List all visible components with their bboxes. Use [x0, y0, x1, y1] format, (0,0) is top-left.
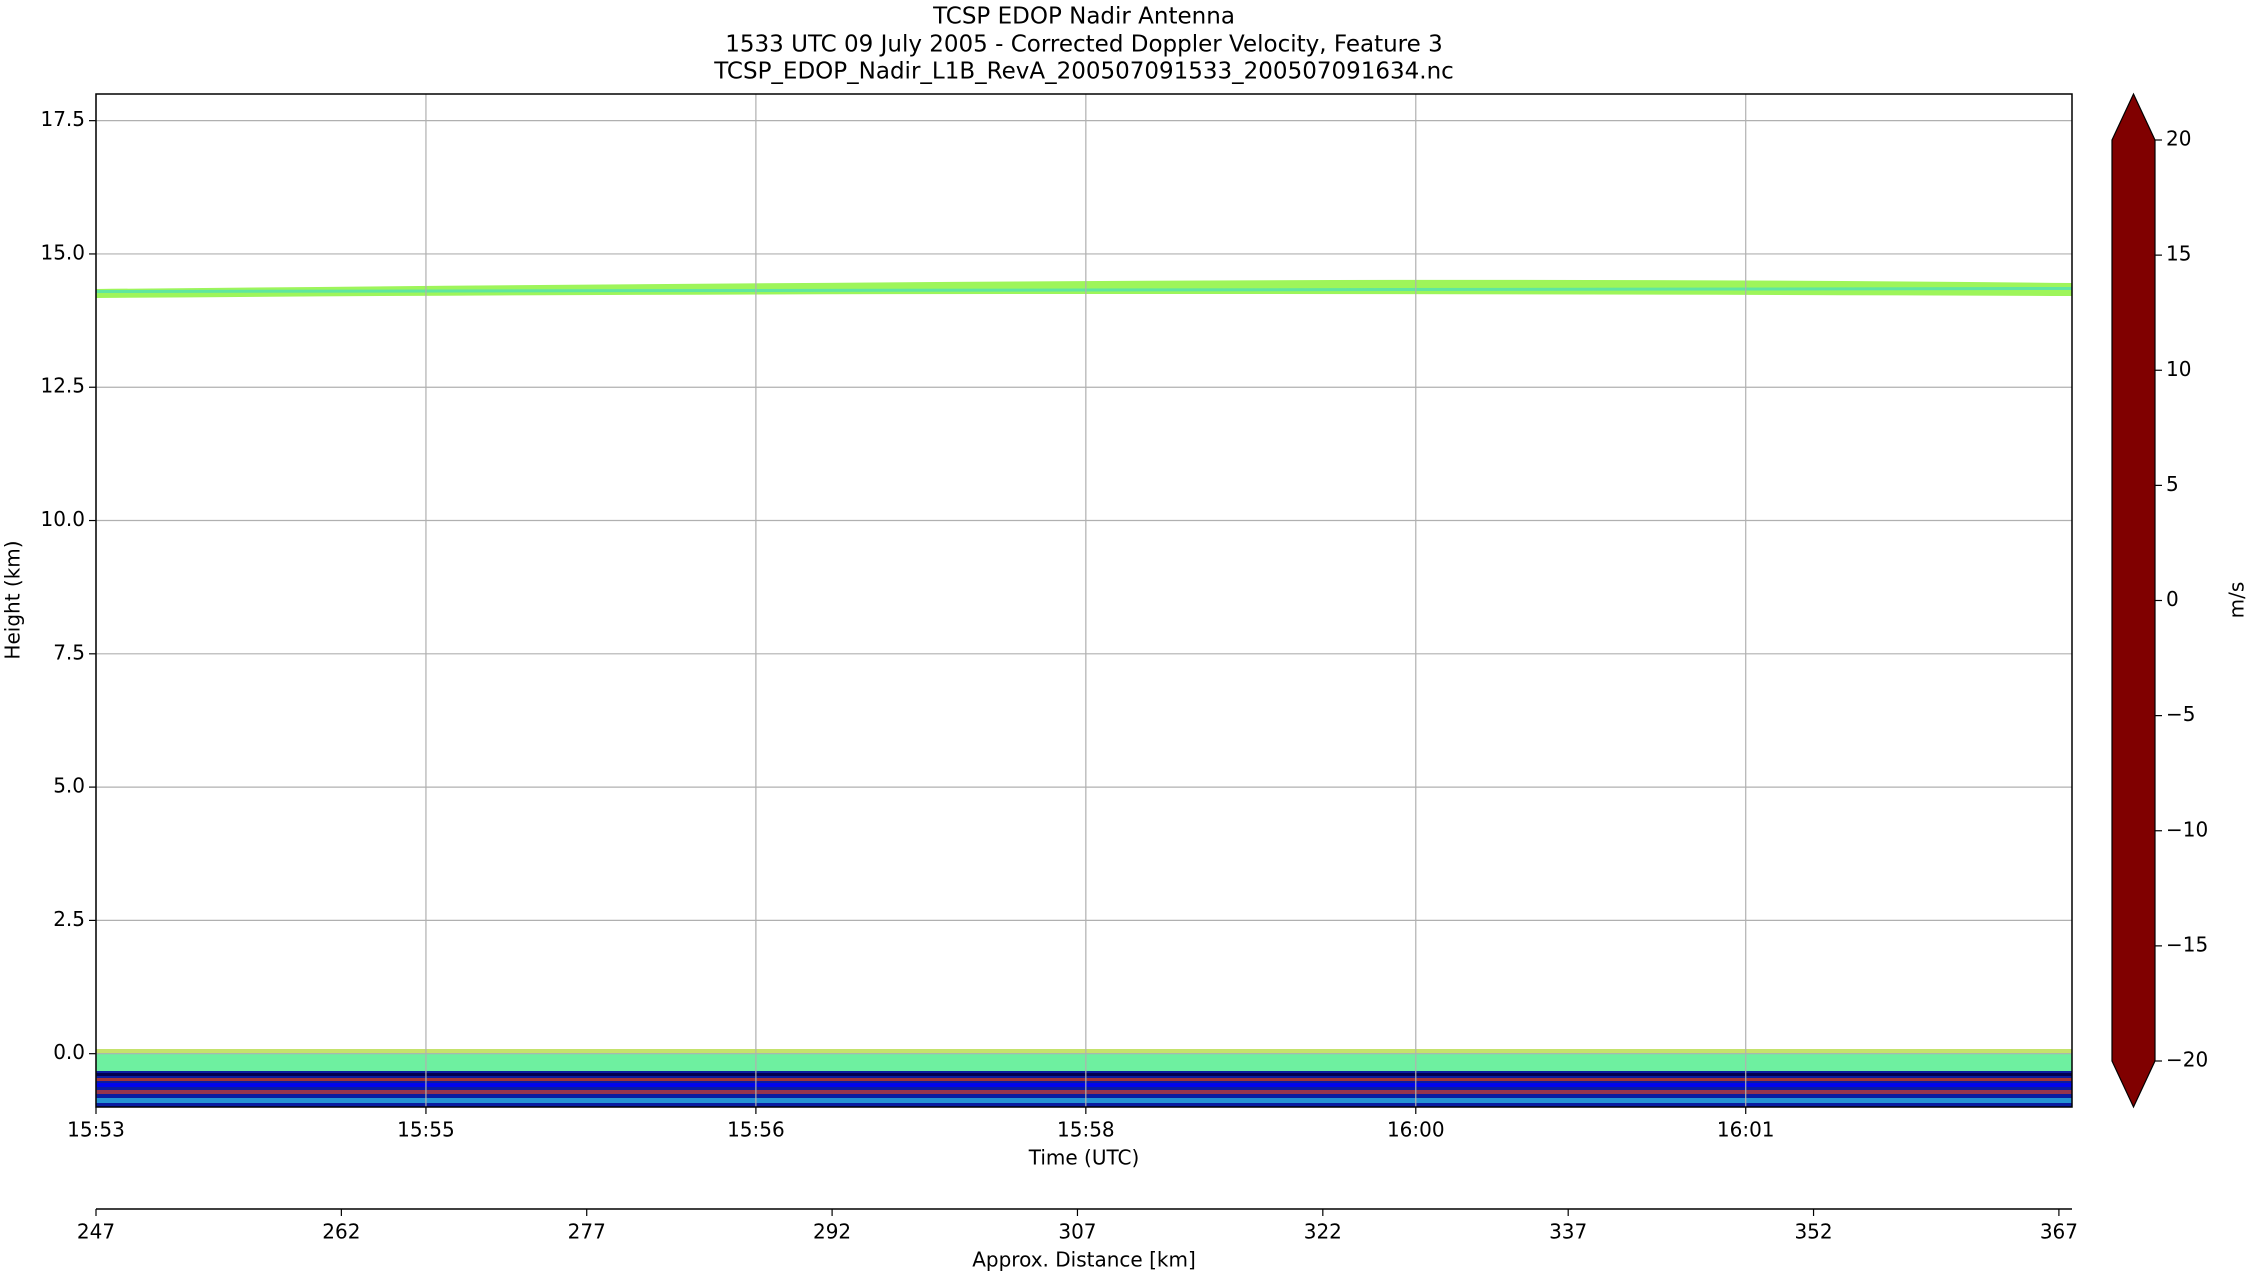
colorbar-tick-label: −5: [2166, 702, 2195, 726]
title-line: TCSP EDOP Nadir Antenna: [932, 4, 1235, 30]
x-tick-label: 16:00: [1387, 1118, 1445, 1142]
colorbar-tick-label: 20: [2166, 127, 2191, 151]
colorbar-label: m/s: [2225, 582, 2249, 619]
y-axis-label: Height (km): [1, 540, 25, 659]
surface-band: [96, 1078, 2072, 1081]
surface-band: [96, 1083, 2072, 1087]
title-line: TCSP_EDOP_Nadir_L1B_RevA_200507091533_20…: [713, 59, 1454, 85]
x-tick-label: 15:53: [67, 1118, 125, 1142]
y-tick-label: 12.5: [40, 374, 85, 398]
x-tick-label: 15:58: [1057, 1118, 1115, 1142]
radar-image: [96, 279, 2072, 1107]
colorbar-tick-label: 5: [2166, 472, 2179, 496]
x2-axis-label: Approx. Distance [km]: [972, 1248, 1196, 1272]
x2-tick-label: 277: [568, 1220, 606, 1244]
surface-band: [96, 1090, 2072, 1094]
x-tick-label: 15:55: [397, 1118, 455, 1142]
x2-tick-label: 367: [2040, 1220, 2078, 1244]
x2-tick-label: 352: [1794, 1220, 1832, 1244]
y-tick-label: 10.0: [40, 507, 85, 531]
x-tick-label: 15:56: [727, 1118, 785, 1142]
x2-tick-label: 322: [1304, 1220, 1342, 1244]
x-axis-label: Time (UTC): [1028, 1146, 1140, 1170]
colorbar-tick-label: 10: [2166, 357, 2191, 381]
x2-tick-label: 247: [77, 1220, 115, 1244]
colorbar-tick-label: 15: [2166, 242, 2191, 266]
title-line: 1533 UTC 09 July 2005 - Corrected Dopple…: [725, 32, 1442, 58]
y-tick-label: 15.0: [40, 240, 85, 264]
x2-tick-label: 292: [813, 1220, 851, 1244]
cloud-top-band: [96, 287, 2072, 293]
surface-band: [96, 1073, 2072, 1076]
y-tick-label: 0.0: [53, 1040, 85, 1064]
colorbar-tick-label: −15: [2166, 932, 2208, 956]
x2-tick-label: 337: [1549, 1220, 1587, 1244]
surface-band: [96, 1049, 2072, 1071]
colorbar-tick-label: −20: [2166, 1048, 2208, 1072]
x2-tick-label: 262: [322, 1220, 360, 1244]
surface-band: [96, 1049, 2072, 1053]
y-tick-label: 5.0: [53, 774, 85, 798]
colorbar-tick-label: −10: [2166, 817, 2208, 841]
y-tick-label: 2.5: [53, 907, 85, 931]
surface-band: [96, 1098, 2072, 1103]
y-tick-label: 17.5: [40, 107, 85, 131]
x-tick-label: 16:01: [1717, 1118, 1775, 1142]
x2-tick-label: 307: [1058, 1220, 1096, 1244]
colorbar: [2111, 92, 2156, 1109]
y-tick-label: 7.5: [53, 640, 85, 664]
plot-frame: [95, 93, 2073, 1108]
colorbar-tick-label: 0: [2166, 587, 2179, 611]
